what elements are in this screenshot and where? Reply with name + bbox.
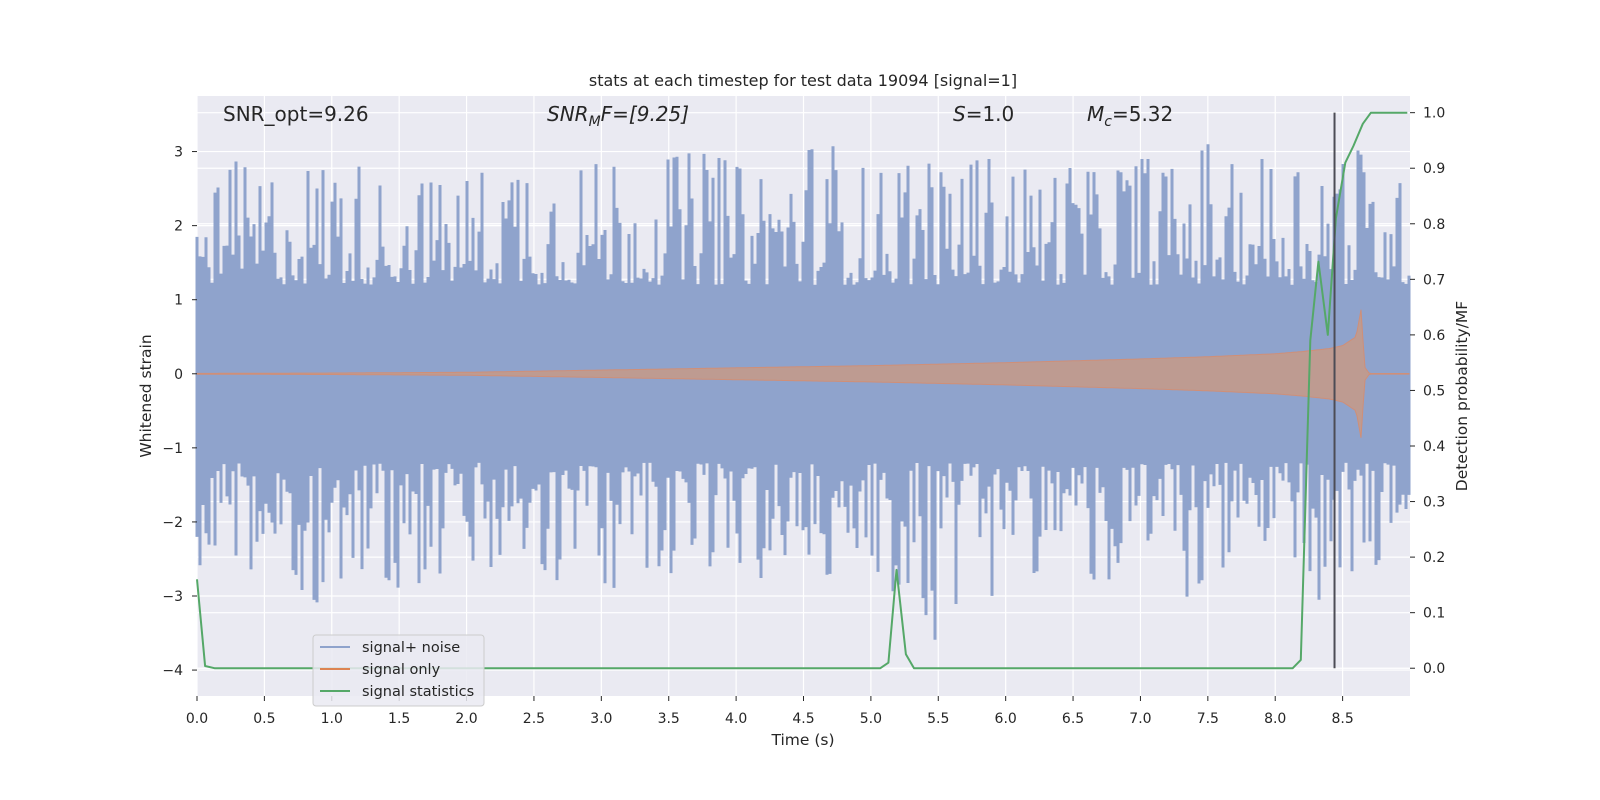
legend-label-signal-noise: signal+ noise: [362, 640, 460, 656]
y-right-tick-label: 0.3: [1423, 495, 1445, 511]
x-tick-label: 0.0: [186, 711, 208, 727]
legend: signal+ noise signal only signal statist…: [312, 634, 485, 707]
x-tick-label: 8.0: [1264, 711, 1286, 727]
x-tick-label: 1.0: [321, 711, 343, 727]
series-layer: [195, 111, 1411, 670]
y-tick-label: 2: [174, 219, 183, 235]
x-tick-label: 6.5: [1062, 711, 1084, 727]
annotation-s: S=1.0: [953, 102, 1014, 126]
y-right-tick-label: 0.1: [1423, 606, 1445, 622]
series-signal-only: [196, 309, 1410, 438]
signal-only-envelope: [196, 309, 1410, 438]
y-tick-label: −1: [162, 441, 183, 457]
x-tick-label: 4.5: [792, 711, 814, 727]
x-tick-label: 5.0: [860, 711, 882, 727]
x-axis-label: Time (s): [770, 731, 834, 749]
annotation-mc: Mc=5.32: [1087, 102, 1173, 130]
x-tick-label: 6.0: [995, 711, 1017, 727]
y-right-tick-label: 0.6: [1423, 328, 1445, 344]
y-right-tick-label: 0.9: [1423, 161, 1445, 177]
y-right-tick-label: 0.8: [1423, 217, 1445, 233]
x-tick-label: 7.5: [1197, 711, 1219, 727]
chart-title: stats at each timestep for test data 190…: [589, 71, 1017, 90]
annotation-snr-opt: SNR_opt=9.26: [223, 102, 369, 126]
x-tick-label: 3.5: [658, 711, 680, 727]
y-tick-label: −2: [162, 515, 183, 531]
y-axis-label-right: Detection probability/MF: [1453, 301, 1471, 492]
x-tick-label: 0.5: [253, 711, 275, 727]
x-tick-label: 1.5: [388, 711, 410, 727]
annotation-snr-mf: SNRMF=[9.25]: [547, 102, 689, 130]
x-tick-label: 2.0: [455, 711, 477, 727]
y-tick-label: 3: [174, 145, 183, 161]
y-tick-label: −3: [162, 589, 183, 605]
y-right-tick-label: 0.4: [1423, 439, 1445, 455]
y-right-tick-label: 0.0: [1423, 661, 1445, 677]
x-axis-ticks: 0.0 0.5 1.0 1.5 2.0 2.5 3.0 3.5 4.0 4.5 5.0 5.5 6.0 6…: [186, 696, 1354, 727]
y-right-tick-label: 0.2: [1423, 550, 1445, 566]
x-tick-label: 7.0: [1129, 711, 1151, 727]
legend-label-signal-only: signal only: [362, 662, 441, 678]
y-right-tick-label: 0.5: [1423, 383, 1445, 399]
legend-label-signal-statistics: signal statistics: [362, 684, 474, 700]
y-tick-label: −4: [162, 663, 183, 679]
x-tick-label: 4.0: [725, 711, 747, 727]
y-axis-label-left: Whitened strain: [137, 334, 155, 457]
x-tick-label: 5.5: [927, 711, 949, 727]
y-axis-ticks-right: 0.0 0.1 0.2 0.3 0.4 0.5 0.6 0.7 0.8 0.9 1.0: [1410, 106, 1445, 677]
y-right-tick-label: 0.7: [1423, 272, 1445, 288]
legend-box: [312, 634, 485, 707]
y-tick-label: 0: [174, 367, 183, 383]
y-tick-label: 1: [174, 293, 183, 309]
x-tick-label: 8.5: [1331, 711, 1353, 727]
x-tick-label: 3.0: [590, 711, 612, 727]
y-right-tick-label: 1.0: [1423, 106, 1445, 122]
x-tick-label: 2.5: [523, 711, 545, 727]
y-axis-ticks-left: −4 −3 −2 −1 0 1 2 3: [162, 145, 197, 679]
